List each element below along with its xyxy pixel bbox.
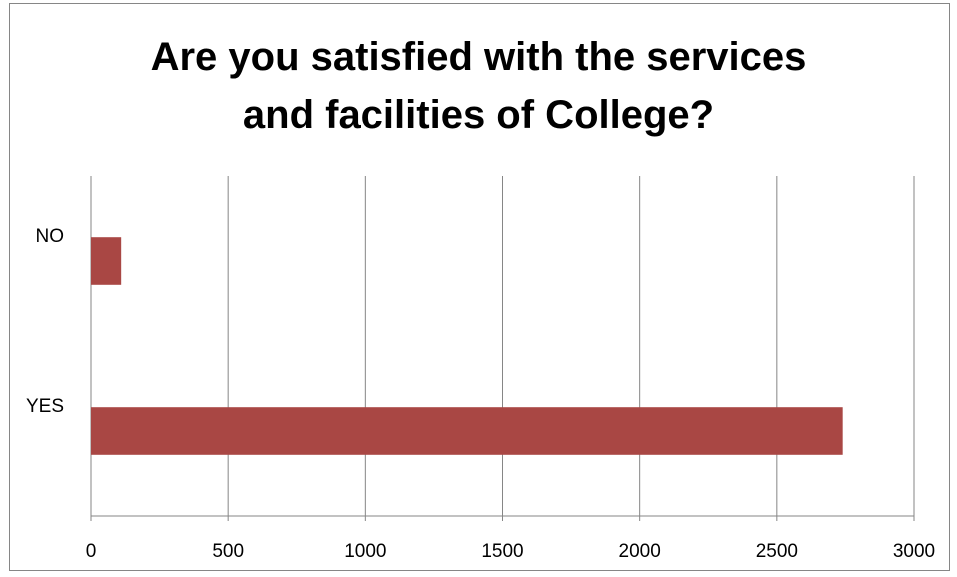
chart-title-line-1: Are you satisfied with the services (150, 35, 807, 79)
x-tick-label-1000: 1000 (344, 541, 386, 562)
gridlines (90, 176, 915, 516)
bars (91, 237, 843, 455)
x-axis: 0 500 1000 1500 2000 2500 3000 (86, 515, 935, 562)
x-tick-label-500: 500 (212, 541, 244, 562)
chart-title-line-2: and facilities of College? (242, 93, 715, 137)
category-label-no: NO (36, 226, 65, 247)
category-label-yes: YES (26, 396, 64, 417)
x-tick-label-2000: 2000 (619, 541, 661, 562)
x-tick-label-0: 0 (86, 541, 97, 562)
bar-no (91, 237, 122, 285)
x-tick-label-1500: 1500 (481, 541, 523, 562)
bar-yes (91, 407, 843, 455)
chart-frame (9, 3, 950, 571)
chart-title: Are you satisfied with the services and … (0, 28, 957, 144)
x-tick-label-3000: 3000 (893, 541, 935, 562)
x-tick-label-2500: 2500 (756, 541, 798, 562)
category-labels: NO YES (26, 226, 64, 417)
